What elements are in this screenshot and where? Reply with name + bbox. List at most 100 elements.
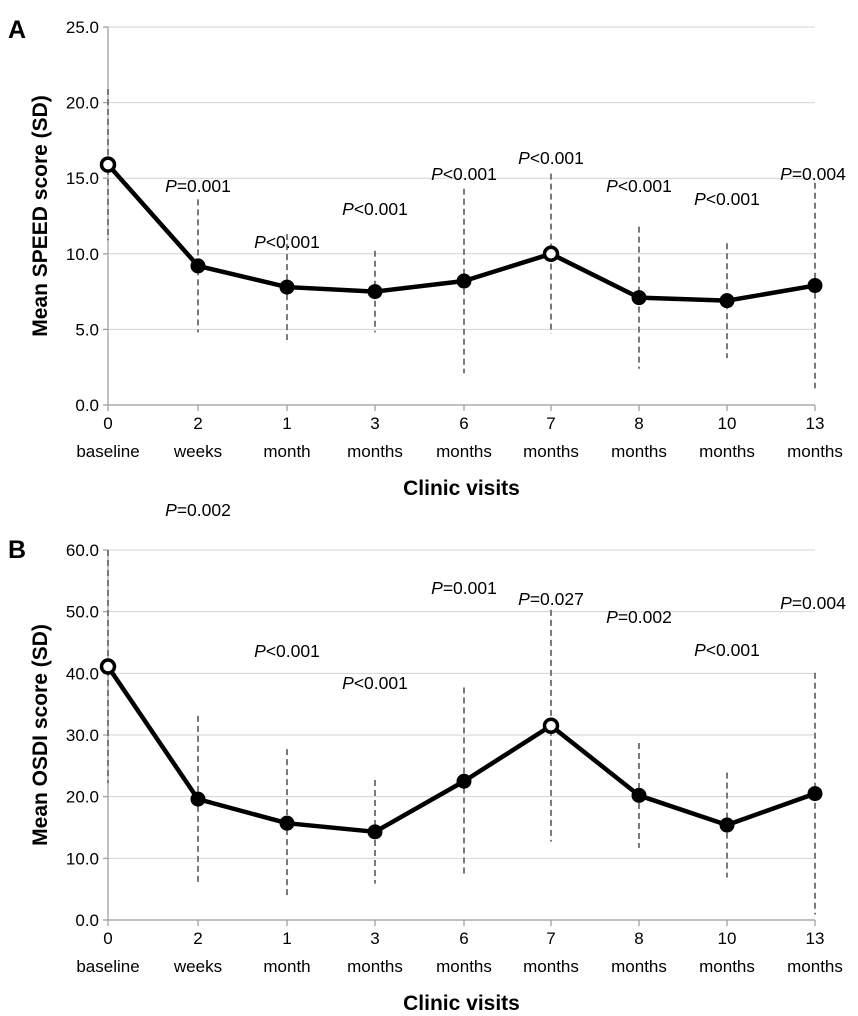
p-symbol: P — [606, 607, 618, 627]
y-axis-title: Mean SPEED score (SD) — [29, 95, 52, 337]
p-symbol: P — [780, 164, 792, 184]
p-value-annotation: P<0.001 — [254, 232, 320, 252]
p-symbol: P — [342, 673, 354, 693]
x-tick-label-number: 8 — [634, 414, 643, 433]
x-tick-label-unit: months — [436, 442, 492, 461]
p-value-annotation: P=0.004 — [780, 164, 846, 184]
p-value-annotation: P<0.001 — [342, 199, 408, 219]
p-value-text: =0.004 — [792, 593, 846, 613]
panel-b: B 0.0 10.0 20.0 30.0 40.0 50.0 60.0 0 baseline 2 we… — [8, 500, 846, 1015]
x-tick-label-number: 1 — [282, 414, 291, 433]
x-tick-label-number: 6 — [459, 929, 468, 948]
p-symbol: P — [165, 176, 177, 196]
p-symbol: P — [606, 176, 618, 196]
p-value-text: <0.001 — [618, 176, 672, 196]
x-tick-label-unit: weeks — [173, 957, 222, 976]
p-symbol: P — [518, 589, 530, 609]
p-value-text: =0.002 — [177, 500, 231, 520]
x-tick-label-number: 6 — [459, 414, 468, 433]
x-tick-label-unit: month — [263, 957, 310, 976]
p-value-text: =0.002 — [618, 607, 672, 627]
p-value-text: <0.001 — [266, 232, 320, 252]
data-point — [807, 786, 823, 802]
y-tick-label: 10.0 — [66, 245, 99, 264]
p-value-text: <0.001 — [706, 640, 760, 660]
p-value-annotation: P=0.002 — [165, 500, 231, 520]
data-point-open — [99, 156, 117, 173]
y-tick-label: 20.0 — [66, 94, 99, 113]
x-tick-label-number: 8 — [634, 929, 643, 948]
x-tick-label-unit: baseline — [76, 442, 139, 461]
data-point-open — [99, 658, 117, 675]
data-point — [456, 273, 472, 289]
p-value-annotation: P=0.001 — [165, 176, 231, 196]
x-tick-label-unit: months — [347, 442, 403, 461]
x-tick-label-unit: baseline — [76, 957, 139, 976]
p-value-annotation: P<0.001 — [431, 164, 497, 184]
x-tick-label-unit: months — [347, 957, 403, 976]
panel-label: B — [8, 536, 26, 564]
p-value-text: <0.001 — [443, 164, 497, 184]
x-tick-label-number: 10 — [718, 414, 737, 433]
p-value-annotation: P<0.001 — [606, 176, 672, 196]
x-axis-title: Clinic visits — [403, 477, 520, 500]
data-point — [807, 278, 823, 294]
x-tick-label-number: 10 — [718, 929, 737, 948]
y-axis-title: Mean OSDI score (SD) — [29, 624, 52, 846]
data-point — [719, 817, 735, 833]
p-symbol: P — [694, 189, 706, 209]
x-tick-label-number: 7 — [546, 929, 555, 948]
y-tick-label: 0.0 — [75, 911, 99, 930]
y-tick-label: 5.0 — [75, 320, 99, 339]
data-point — [279, 279, 295, 295]
x-tick-label-number: 13 — [806, 414, 825, 433]
x-tick-label-number: 0 — [103, 929, 112, 948]
p-value-text: =0.027 — [530, 589, 584, 609]
x-tick-label-unit: months — [436, 957, 492, 976]
x-tick-label-number: 2 — [193, 414, 202, 433]
y-tick-label: 20.0 — [66, 788, 99, 807]
data-point — [456, 773, 472, 789]
x-tick-label-number: 3 — [370, 929, 379, 948]
series-line — [106, 665, 816, 835]
p-value-annotation: P<0.001 — [694, 189, 760, 209]
p-value-text: =0.001 — [443, 578, 497, 598]
p-value-annotation: P<0.001 — [694, 640, 760, 660]
y-tick-label: 25.0 — [66, 18, 99, 37]
x-tick-label-unit: months — [523, 442, 579, 461]
p-symbol: P — [431, 578, 443, 598]
p-value-annotation: P=0.002 — [606, 607, 672, 627]
data-point — [190, 258, 206, 274]
x-tick-label-number: 3 — [370, 414, 379, 433]
x-tick-label-unit: weeks — [173, 442, 222, 461]
data-point — [279, 815, 295, 831]
y-tick-label: 10.0 — [66, 849, 99, 868]
x-tick-label-unit: months — [611, 957, 667, 976]
p-value-text: <0.001 — [266, 641, 320, 661]
p-value-annotation: P=0.001 — [431, 578, 497, 598]
x-tick-label-unit: months — [787, 442, 843, 461]
p-value-text: =0.001 — [177, 176, 231, 196]
panel-a: A 0.0 5.0 10.0 15.0 20.0 25.0 0 baseline 2 weeks 1 m… — [8, 16, 846, 500]
p-value-annotation: P=0.027 — [518, 589, 584, 609]
p-value-text: <0.001 — [530, 148, 584, 168]
data-point — [367, 824, 383, 840]
p-value-annotation: P<0.001 — [518, 148, 584, 168]
p-symbol: P — [254, 641, 266, 661]
y-tick-label: 40.0 — [66, 664, 99, 683]
y-tick-label: 60.0 — [66, 541, 99, 560]
data-point — [367, 284, 383, 300]
p-symbol: P — [431, 164, 443, 184]
p-symbol: P — [780, 593, 792, 613]
p-symbol: P — [254, 232, 266, 252]
p-symbol: P — [518, 148, 530, 168]
data-point — [719, 293, 735, 309]
y-tick-label: 30.0 — [66, 726, 99, 745]
x-tick-label-unit: months — [699, 442, 755, 461]
data-point — [190, 791, 206, 807]
x-tick-label-unit: months — [699, 957, 755, 976]
panel-label: A — [8, 16, 26, 44]
data-point — [631, 290, 647, 306]
x-tick-label-number: 7 — [546, 414, 555, 433]
